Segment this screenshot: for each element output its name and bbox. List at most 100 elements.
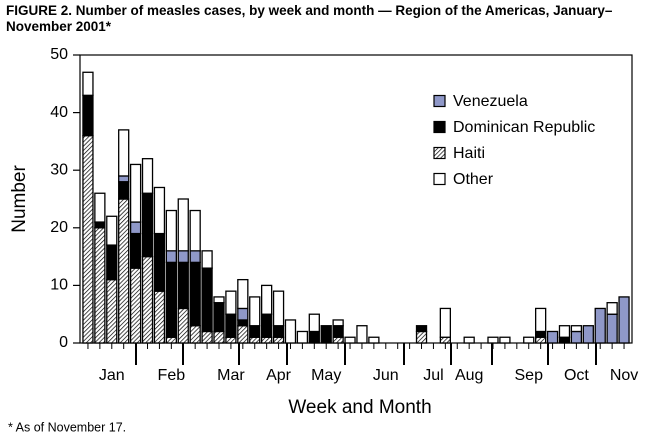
- bar-segment: [94, 221, 106, 229]
- plot-frame: [79, 54, 633, 344]
- bar-segment: [415, 325, 428, 333]
- bar-segment: [534, 307, 547, 333]
- bar-segment: [189, 250, 201, 264]
- bar-segment: [249, 336, 261, 344]
- bar-segment: [439, 307, 452, 338]
- y-tick-label: 10: [50, 277, 68, 294]
- bar-segment: [106, 215, 118, 246]
- bar-segment: [177, 250, 189, 264]
- bar-segment: [356, 325, 368, 344]
- y-tick-label: 20: [50, 219, 68, 236]
- bar-segment: [118, 198, 130, 344]
- bar-segment: [618, 296, 630, 344]
- bar-segment: [237, 319, 249, 327]
- bar-segment: [153, 290, 166, 344]
- bar-segment: [249, 296, 261, 327]
- bar-segment: [558, 325, 571, 338]
- legend-label: Haiti: [453, 145, 485, 162]
- bar-segment: [165, 261, 178, 338]
- bar-segment: [82, 71, 94, 96]
- bar-segment: [523, 336, 535, 344]
- legend-swatch: [433, 172, 446, 186]
- bar-segment: [260, 313, 273, 338]
- bar-segment: [213, 330, 225, 344]
- bar-segment: [82, 134, 94, 344]
- bar-segment: [165, 250, 178, 264]
- legend-swatch: [433, 146, 446, 160]
- bar-segment: [249, 325, 261, 338]
- x-tick-label: Apr: [266, 367, 292, 384]
- x-tick-label: Jun: [373, 367, 399, 384]
- bar-segment: [118, 175, 130, 183]
- x-tick-label: Jul: [423, 367, 443, 384]
- bar-segment: [153, 232, 166, 292]
- bar-segment: [141, 192, 154, 258]
- legend-label: Other: [453, 171, 494, 188]
- bar-segment: [534, 330, 547, 338]
- x-tick-label: Sep: [515, 367, 544, 384]
- month-dividers: [135, 343, 597, 365]
- bar-segment: [606, 302, 618, 315]
- bar-segment: [225, 313, 237, 338]
- bar-segment: [570, 325, 583, 333]
- bar-segment: [129, 221, 142, 235]
- bar-segment: [237, 307, 249, 321]
- bar-segment: [546, 330, 559, 344]
- bar-segment: [225, 290, 237, 315]
- bar-segment: [118, 181, 130, 200]
- chart-title: FIGURE 2. Number of measles cases, by we…: [6, 3, 613, 34]
- x-tick-label: Nov: [610, 367, 638, 384]
- y-tick-label: 40: [50, 104, 68, 121]
- bar-segment: [237, 278, 249, 310]
- x-tick-label: May: [311, 367, 341, 384]
- bar-segment: [332, 325, 344, 338]
- bar-segment: [106, 278, 118, 344]
- bar-segment: [201, 250, 213, 269]
- bar-segment: [106, 244, 118, 281]
- bar-segment: [606, 313, 618, 344]
- x-tick-label: Oct: [564, 367, 589, 384]
- x-tick-label: Mar: [217, 367, 245, 384]
- y-axis-label: Number: [9, 165, 30, 233]
- bar-segment: [201, 330, 213, 344]
- y-tick-label: 0: [59, 334, 68, 351]
- bar-segment: [225, 336, 237, 344]
- x-axis-label: Week and Month: [288, 397, 431, 418]
- bar-segment: [594, 307, 606, 344]
- bar-segment: [284, 319, 297, 344]
- bar-segment: [94, 192, 106, 223]
- bar-segment: [260, 284, 273, 315]
- bar-segment: [320, 325, 332, 344]
- bar-segment: [237, 325, 249, 344]
- bar-segment: [332, 319, 344, 327]
- bar-segment: [582, 325, 594, 344]
- legend-label: Dominican Republic: [453, 119, 595, 136]
- bar-segment: [118, 129, 130, 177]
- bar-segment: [368, 336, 380, 344]
- bar-segment: [558, 336, 571, 344]
- bar-segment: [165, 336, 178, 344]
- legend-label: Venezuela: [453, 93, 528, 110]
- bar-segment: [129, 267, 142, 344]
- bar-segment: [272, 290, 285, 327]
- bar-segment: [260, 336, 273, 344]
- y-tick-label: 50: [50, 46, 68, 63]
- bar-segment: [344, 336, 356, 344]
- bar-segment: [272, 325, 285, 338]
- bar-segment: [189, 261, 201, 327]
- x-tick-label: Jan: [99, 367, 125, 384]
- bar-segment: [439, 336, 452, 344]
- bar-segment: [415, 330, 428, 344]
- y-tick-label: 30: [50, 161, 68, 178]
- bar-segment: [189, 209, 201, 252]
- bar-segment: [165, 209, 178, 252]
- bar-segment: [272, 336, 285, 344]
- bar-segment: [177, 261, 189, 310]
- bar-segment: [189, 325, 201, 344]
- bar-segment: [177, 307, 189, 344]
- bar-segment: [487, 336, 499, 344]
- bar-segment: [82, 94, 94, 137]
- x-tick-label: Feb: [158, 367, 186, 384]
- bar-segment: [463, 336, 475, 344]
